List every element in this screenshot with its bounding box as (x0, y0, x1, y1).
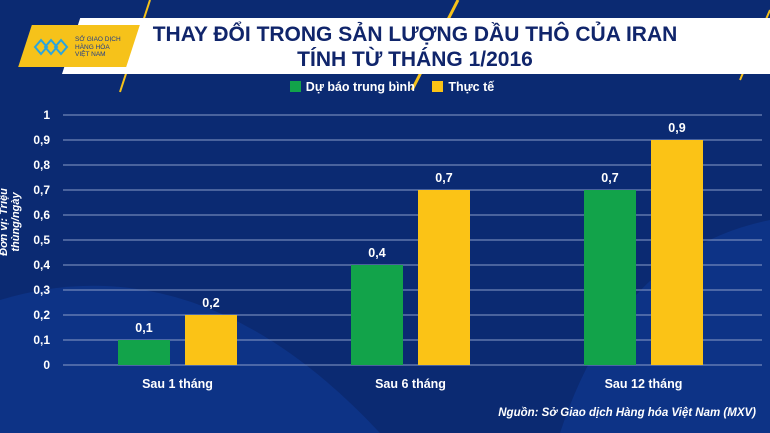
y-tick-label: 0,5 (33, 233, 50, 247)
y-tick-label: 0,4 (33, 258, 50, 272)
legend-label-actual: Thực tế (448, 80, 495, 94)
chart-title: THAY ĐỔI TRONG SẢN LƯỢNG DẦU THÔ CỦA IRA… (150, 22, 680, 72)
x-tick-label: Sau 6 tháng (375, 377, 446, 391)
y-tick-label: 0,3 (33, 283, 50, 297)
x-tick-label: Sau 12 tháng (605, 377, 683, 391)
logo-line: VIỆT NAM (75, 51, 106, 58)
legend-label-forecast: Dự báo trung bình (305, 80, 415, 94)
data-label: 0,7 (601, 171, 618, 185)
data-label: 0,4 (368, 246, 385, 260)
title-line-1: THAY ĐỔI TRONG SẢN LƯỢNG DẦU THÔ CỦA IRA… (152, 23, 678, 46)
x-tick-label: Sau 1 tháng (142, 377, 213, 391)
bar-actual (651, 140, 703, 365)
bar-actual (185, 315, 237, 365)
logo-line: HÀNG HÓA (75, 43, 110, 51)
bar-forecast (351, 265, 403, 365)
y-tick-label: 0 (43, 358, 50, 372)
y-tick-label: 0,9 (33, 133, 50, 147)
y-tick-label: 0,1 (33, 333, 50, 347)
y-tick-label: 0,6 (33, 208, 50, 222)
data-label: 0,1 (135, 321, 152, 335)
y-tick-label: 0,8 (33, 158, 50, 172)
y-tick-label: 1 (43, 108, 50, 122)
data-label: 0,2 (202, 296, 219, 310)
legend: Dự báo trung bình Thực tế (0, 80, 770, 94)
title-line-2: TÍNH TỪ THÁNG 1/2016 (297, 48, 533, 71)
y-tick-label: 0,2 (33, 308, 50, 322)
logo-icon (33, 38, 69, 56)
legend-swatch-forecast (289, 81, 301, 92)
data-label: 0,9 (668, 121, 685, 135)
logo-text: SỞ GIAO DỊCH HÀNG HÓA VIỆT NAM (75, 36, 121, 59)
legend-swatch-actual (432, 81, 444, 92)
bar-actual (418, 190, 470, 365)
source-note: Nguồn: Sở Giao dịch Hàng hóa Việt Nam (M… (498, 407, 756, 419)
bar-forecast (118, 340, 170, 365)
logo-line: SỞ GIAO DỊCH (75, 36, 121, 43)
y-tick-label: 0,7 (33, 183, 50, 197)
bar-forecast (584, 190, 636, 365)
data-label: 0,7 (435, 171, 452, 185)
